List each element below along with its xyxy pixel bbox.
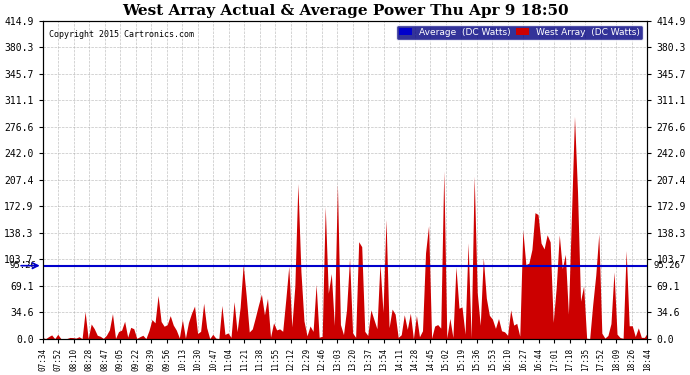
Text: Copyright 2015 Cartronics.com: Copyright 2015 Cartronics.com — [48, 30, 194, 39]
Legend: Average  (DC Watts), West Array  (DC Watts): Average (DC Watts), West Array (DC Watts… — [396, 25, 643, 40]
Text: 95.26: 95.26 — [653, 261, 680, 270]
Text: 95.26: 95.26 — [10, 261, 37, 270]
Title: West Array Actual & Average Power Thu Apr 9 18:50: West Array Actual & Average Power Thu Ap… — [121, 4, 569, 18]
